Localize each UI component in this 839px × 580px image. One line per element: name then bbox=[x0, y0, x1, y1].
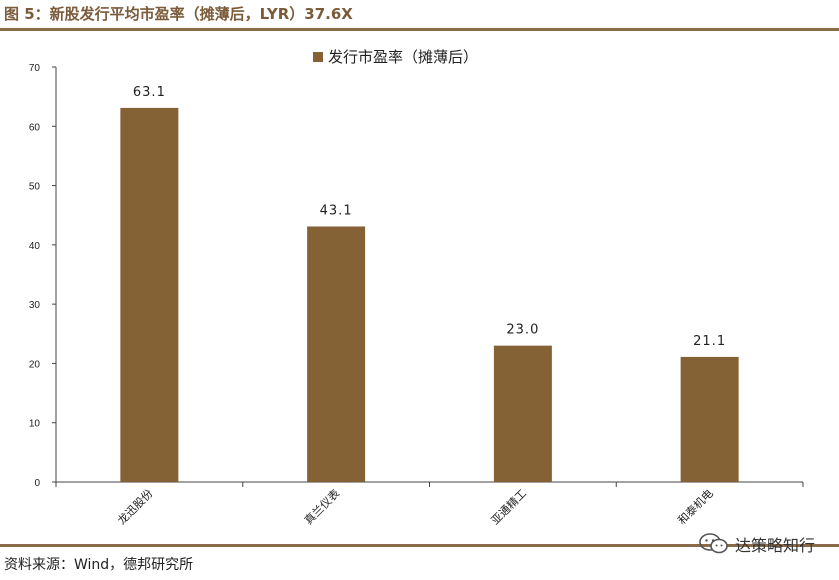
top-rule bbox=[0, 28, 839, 31]
data-labels: 63.1 43.1 23.0 21.1 bbox=[133, 85, 726, 349]
bottom-rule bbox=[0, 544, 839, 547]
data-label-2: 43.1 bbox=[320, 203, 353, 218]
category-label-3: 亚通精工 bbox=[489, 487, 529, 527]
y-tick-label: 10 bbox=[29, 419, 41, 430]
category-label-2: 真兰仪表 bbox=[301, 486, 342, 527]
y-tick-label: 0 bbox=[34, 478, 40, 489]
legend-label: 发行市盈率（摊薄后） bbox=[328, 48, 478, 66]
source-note: 资料来源：Wind，德邦研究所 bbox=[4, 557, 194, 573]
bar-2 bbox=[307, 226, 366, 482]
data-label-4: 21.1 bbox=[693, 334, 726, 349]
bars bbox=[120, 107, 739, 483]
data-label-1: 63.1 bbox=[133, 85, 166, 100]
legend-swatch bbox=[313, 52, 323, 62]
y-tick-label: 20 bbox=[29, 359, 41, 370]
y-tick-label: 40 bbox=[29, 241, 41, 252]
data-label-3: 23.0 bbox=[506, 323, 539, 338]
y-tick-label: 60 bbox=[29, 122, 41, 133]
category-labels: 龙迅股份 真兰仪表 亚通精工 和泰机电 bbox=[115, 486, 716, 527]
bar-1 bbox=[120, 107, 179, 483]
bar-3 bbox=[493, 345, 552, 482]
watermark: 达策略知行 bbox=[699, 532, 815, 556]
watermark-text: 达策略知行 bbox=[734, 536, 815, 555]
bar-4 bbox=[680, 356, 739, 482]
axes: 0 10 20 30 40 50 60 70 bbox=[29, 63, 804, 489]
category-label-4: 和泰机电 bbox=[675, 486, 716, 527]
wechat-icon bbox=[699, 533, 728, 554]
bar-chart: 发行市盈率（摊薄后） 0 10 20 30 40 50 60 70 63.1 43.1 23.0 2… bbox=[29, 48, 804, 527]
figure-title: 图 5：新股发行平均市盈率（摊薄后，LYR）37.6X bbox=[4, 5, 353, 23]
category-label-1: 龙迅股份 bbox=[115, 487, 155, 527]
legend: 发行市盈率（摊薄后） bbox=[313, 48, 478, 66]
y-tick-label: 70 bbox=[29, 63, 41, 74]
y-tick-label: 30 bbox=[29, 300, 41, 311]
y-tick-label: 50 bbox=[29, 182, 41, 193]
